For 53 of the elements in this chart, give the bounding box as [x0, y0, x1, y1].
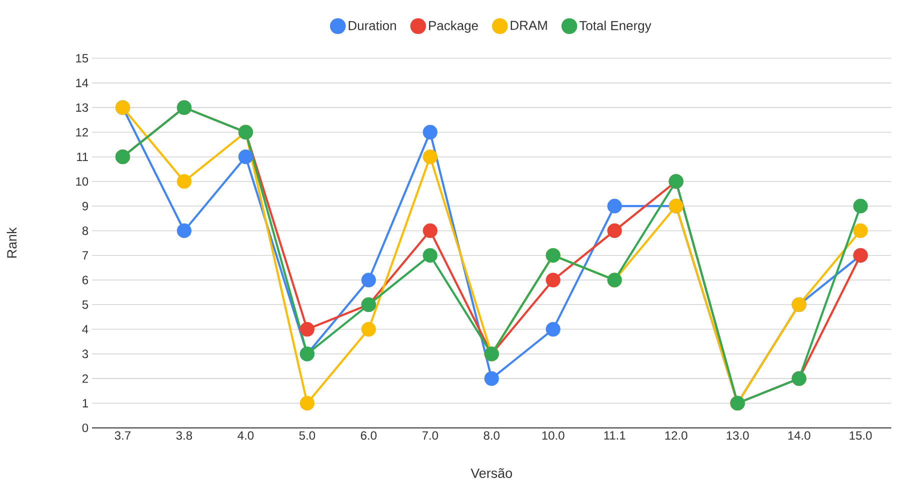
point: [422, 224, 438, 238]
y-tick-label: 14: [76, 78, 88, 88]
x-tick-label: 5.0: [299, 431, 316, 440]
y-tick-label: 12: [76, 128, 88, 137]
x-tick-label: 12.0: [665, 431, 688, 440]
x-tick-label: 7.0: [422, 431, 438, 440]
x-tick-label: 10.0: [542, 431, 564, 440]
legend-label: Duration: [348, 20, 396, 30]
point: [361, 322, 376, 337]
y-tick-label: 9: [82, 202, 88, 211]
x-tick-label: 11.1: [604, 431, 626, 440]
x-tick-label: 15.0: [850, 431, 872, 440]
legend-label: Total Energy: [579, 20, 652, 33]
point: [422, 150, 438, 164]
point: [607, 224, 622, 238]
point: [300, 396, 314, 411]
y-tick-label: 4: [82, 325, 88, 334]
x-axis-title: Versão: [470, 468, 512, 478]
y-tick-label: 1: [82, 399, 88, 408]
point: [422, 125, 438, 140]
x-tick-label: 6.0: [360, 431, 377, 440]
point: [484, 371, 499, 386]
point: [546, 322, 560, 337]
y-tick-label: 3: [82, 350, 88, 358]
y-tick-label: 10: [76, 177, 88, 186]
legend-label: DRAM: [510, 21, 547, 30]
point: [546, 272, 560, 288]
point: [176, 224, 192, 238]
legend-label: Package: [429, 20, 478, 33]
y-tick-label: 6: [82, 276, 88, 284]
point: [176, 174, 192, 189]
y-tick-label: 8: [82, 226, 88, 236]
y-tick-label: 13: [76, 103, 88, 112]
point: [853, 224, 868, 238]
x-tick-label: 3.8: [176, 431, 192, 440]
point: [300, 322, 314, 337]
point: [361, 272, 376, 288]
y-tick-label: 2: [82, 374, 88, 383]
y-tick-label: 7: [82, 251, 88, 260]
point: [422, 248, 438, 263]
x-tick-label: 3.7: [114, 431, 130, 440]
y-axis-title: Rank: [6, 227, 17, 258]
point: [607, 198, 622, 214]
y-tick-label: 11: [77, 152, 88, 162]
x-tick-label: 4.0: [238, 431, 254, 440]
point: [853, 198, 868, 214]
x-tick-label: 13.0: [726, 431, 749, 440]
x-tick-label: 14.0: [788, 431, 810, 440]
y-tick-label: 15: [76, 54, 88, 63]
point: [238, 150, 253, 164]
y-tick-label: 5: [82, 300, 88, 310]
y-tick-label: 0: [82, 424, 88, 432]
x-tick-label: 8.0: [484, 431, 500, 440]
